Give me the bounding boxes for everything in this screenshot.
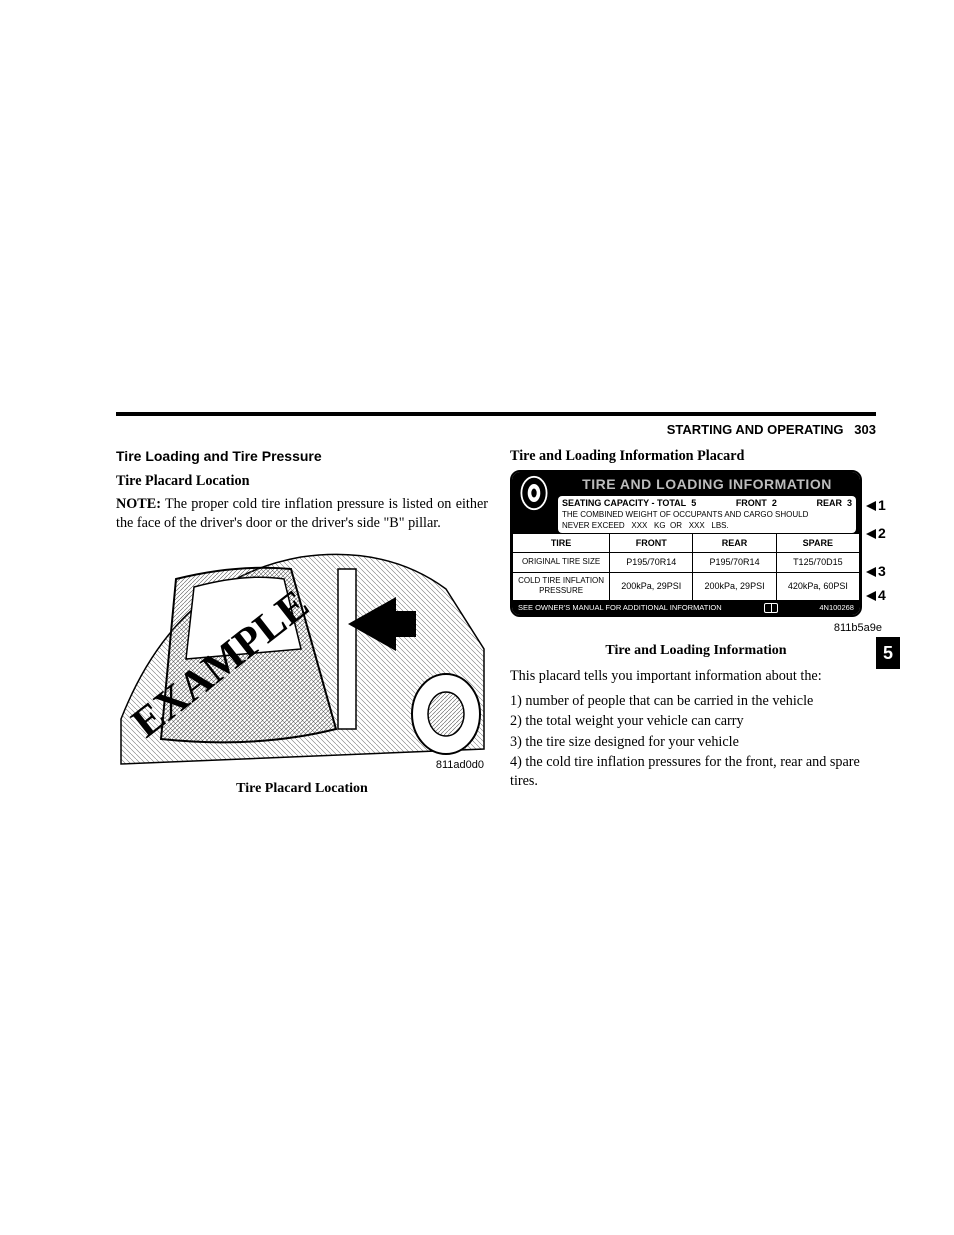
callout-4: 4	[866, 586, 886, 605]
section-name: STARTING AND OPERATING	[667, 422, 844, 437]
row2-spare: 420kPa, 60PSI	[776, 572, 859, 601]
row1-spare: T125/70D15	[776, 553, 859, 572]
callout-2: 2	[866, 524, 886, 543]
note-body: The proper cold tire inflation pressure …	[116, 496, 488, 531]
placard-intro: This placard tells you important informa…	[510, 667, 882, 686]
th-rear: REAR	[693, 534, 776, 553]
th-tire: TIRE	[513, 534, 610, 553]
list-item-4: 4) the cold tire inflation pressures for…	[510, 753, 882, 791]
seating-label: SEATING CAPACITY - TOTAL	[562, 498, 686, 508]
list-item-1: 1) number of people that can be carried …	[510, 692, 882, 711]
row2-front: 200kPa, 29PSI	[610, 572, 693, 601]
placard-table: TIRE FRONT REAR SPARE ORIGINAL TIRE SIZE…	[512, 533, 860, 601]
row2-label: COLD TIRE INFLATION PRESSURE	[513, 572, 610, 601]
callout-3: 3	[866, 562, 886, 581]
footer-left: SEE OWNER'S MANUAL FOR ADDITIONAL INFORM…	[518, 603, 722, 613]
th-spare: SPARE	[776, 534, 859, 553]
weight-line-1: THE COMBINED WEIGHT OF OCCUPANTS AND CAR…	[562, 510, 852, 520]
page-number: 303	[854, 422, 876, 437]
running-header: STARTING AND OPERATING 303	[116, 422, 876, 437]
weight-line-2: NEVER EXCEED XXX KG OR XXX LBS.	[562, 521, 852, 531]
left-caption: Tire Placard Location	[116, 780, 488, 799]
right-caption: Tire and Loading Information	[510, 642, 882, 661]
section-tab: 5	[876, 637, 900, 669]
placard-title: TIRE AND LOADING INFORMATION	[558, 475, 856, 494]
callout-1: 1	[866, 496, 886, 515]
header-rule	[116, 412, 876, 416]
rear-val: 3	[847, 498, 852, 508]
manual-icon	[764, 603, 778, 613]
row1-front: P195/70R14	[610, 553, 693, 572]
tire-loading-placard: TIRE AND LOADING INFORMATION SEATING CAP…	[510, 470, 862, 617]
placard-footer: SEE OWNER'S MANUAL FOR ADDITIONAL INFORM…	[512, 601, 860, 615]
seating-total: 5	[691, 498, 696, 508]
image-code-left: 811ad0d0	[436, 758, 484, 773]
front-label: FRONT	[736, 498, 767, 508]
right-column: Tire and Loading Information Placard TIR…	[510, 447, 882, 799]
rear-label: REAR	[816, 498, 842, 508]
tire-icon	[516, 475, 552, 511]
footer-right: 4N100268	[819, 603, 854, 613]
note-paragraph: NOTE: The proper cold tire inflation pre…	[116, 495, 488, 533]
placard-location-illustration: EXAMPLE 811ad0d0	[116, 539, 488, 774]
page-content: STARTING AND OPERATING 303 Tire Loading …	[116, 412, 892, 799]
row2-rear: 200kPa, 29PSI	[693, 572, 776, 601]
row1-label: ORIGINAL TIRE SIZE	[513, 553, 610, 572]
placard-top: TIRE AND LOADING INFORMATION SEATING CAP…	[512, 472, 860, 533]
image-code-right: 811b5a9e	[510, 621, 882, 636]
placard-figure: TIRE AND LOADING INFORMATION SEATING CAP…	[510, 470, 890, 617]
left-column: Tire Loading and Tire Pressure Tire Plac…	[116, 447, 488, 799]
two-column-layout: Tire Loading and Tire Pressure Tire Plac…	[116, 447, 892, 799]
th-front: FRONT	[610, 534, 693, 553]
note-label: NOTE:	[116, 496, 161, 512]
left-heading-2: Tire Placard Location	[116, 472, 488, 491]
row1-rear: P195/70R14	[693, 553, 776, 572]
list-item-3: 3) the tire size designed for your vehic…	[510, 733, 882, 752]
right-heading-1: Tire and Loading Information Placard	[510, 447, 882, 466]
list-item-2: 2) the total weight your vehicle can car…	[510, 712, 882, 731]
left-heading-1: Tire Loading and Tire Pressure	[116, 447, 488, 466]
car-door-sketch: EXAMPLE	[116, 539, 488, 774]
placard-seating-box: SEATING CAPACITY - TOTAL 5 FRONT 2 REAR	[558, 496, 856, 533]
front-val: 2	[772, 498, 777, 508]
